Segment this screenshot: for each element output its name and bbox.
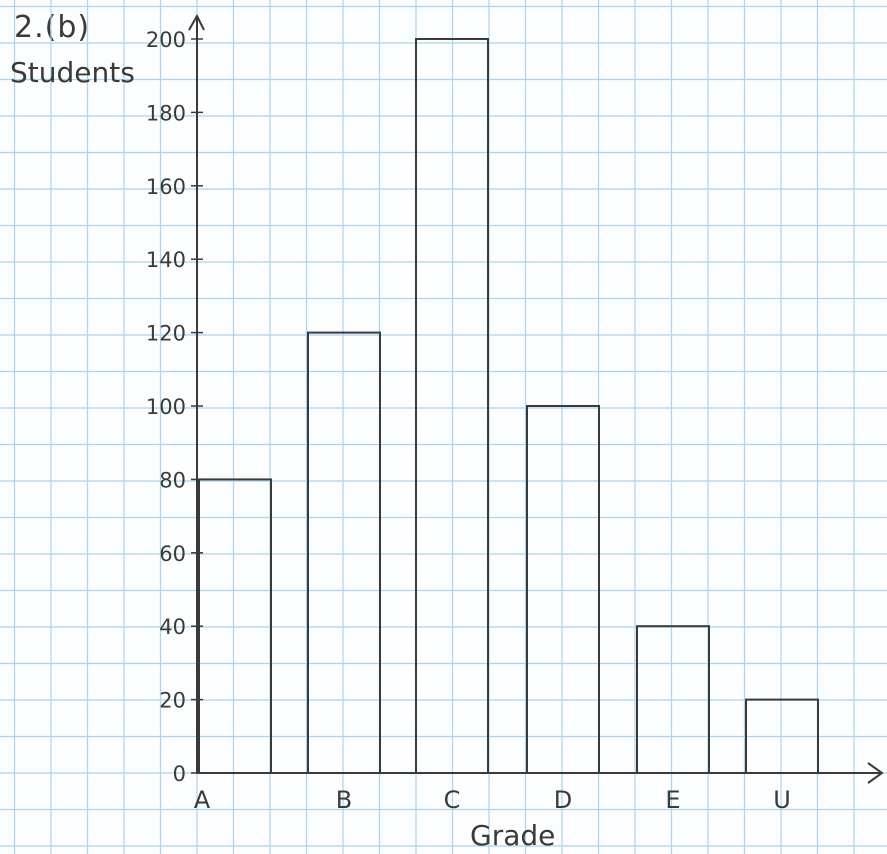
bar-d — [527, 406, 599, 773]
y-axis-label: Students — [10, 56, 135, 89]
y-tick-label: 0 — [173, 762, 186, 786]
y-tick-label: 160 — [146, 175, 186, 199]
y-tick-label: 200 — [146, 28, 186, 52]
x-axis-label: Grade — [470, 819, 555, 852]
y-tick-label: 180 — [146, 101, 186, 125]
bar-b — [308, 333, 380, 773]
bar-a — [199, 479, 271, 773]
y-tick-label: 40 — [159, 615, 186, 639]
y-tick-label: 60 — [159, 542, 186, 566]
y-tick-label: 120 — [146, 322, 186, 346]
axes — [189, 16, 882, 783]
y-tick-label: 140 — [146, 248, 186, 272]
x-tick-label: U — [773, 786, 791, 814]
x-tick-label: C — [444, 786, 461, 814]
y-tick-label: 100 — [146, 395, 186, 419]
x-tick-label: B — [336, 786, 352, 814]
y-tick-labels: 0 20 40 60 80 100 120 140 160 180 200 — [146, 28, 203, 786]
x-tick-label: D — [554, 786, 572, 814]
y-tick-label: 80 — [159, 468, 186, 492]
x-tick-label: E — [665, 786, 680, 814]
x-tick-label: A — [194, 786, 211, 814]
y-tick-label: 20 — [159, 689, 186, 713]
